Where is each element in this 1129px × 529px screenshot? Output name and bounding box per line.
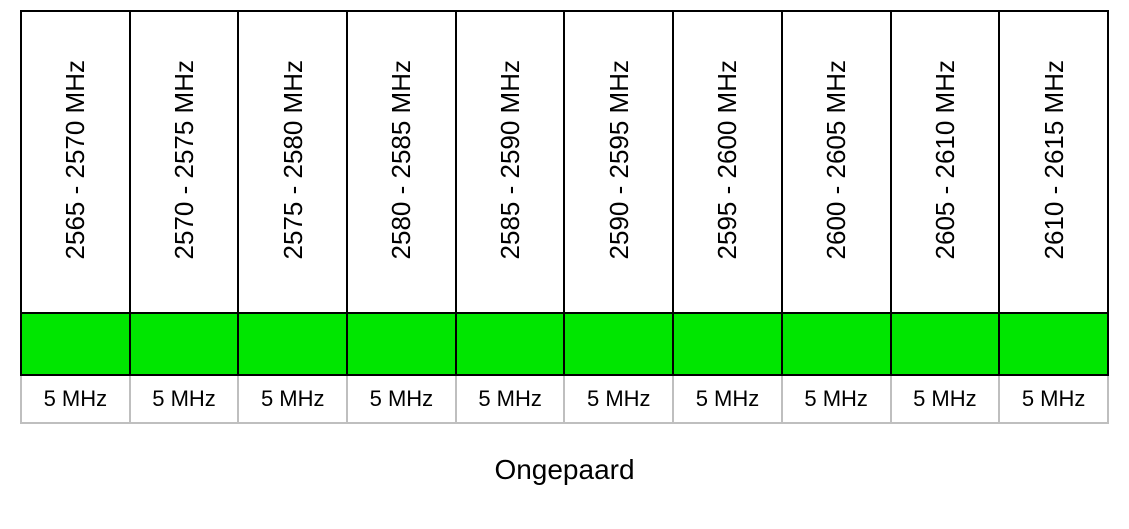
range-cell: 2605 - 2610 MHz [891, 11, 1000, 313]
color-cell [999, 313, 1108, 375]
range-label: 2595 - 2600 MHz [714, 60, 740, 259]
bandwidth-row: 5 MHz 5 MHz 5 MHz 5 MHz 5 MHz 5 MHz 5 MH… [21, 375, 1108, 423]
color-cell [564, 313, 673, 375]
range-label: 2610 - 2615 MHz [1041, 60, 1067, 259]
bandwidth-cell: 5 MHz [238, 375, 347, 423]
bandwidth-cell: 5 MHz [782, 375, 891, 423]
range-cell: 2570 - 2575 MHz [130, 11, 239, 313]
color-cell [673, 313, 782, 375]
bandwidth-cell: 5 MHz [347, 375, 456, 423]
bandwidth-cell: 5 MHz [130, 375, 239, 423]
color-row [21, 313, 1108, 375]
bandwidth-cell: 5 MHz [564, 375, 673, 423]
bandwidth-cell: 5 MHz [21, 375, 130, 423]
spectrum-table: 2565 - 2570 MHz 2570 - 2575 MHz 2575 - 2… [20, 10, 1109, 424]
bandwidth-cell: 5 MHz [456, 375, 565, 423]
bandwidth-cell: 5 MHz [673, 375, 782, 423]
color-cell [891, 313, 1000, 375]
range-label: 2565 - 2570 MHz [62, 60, 88, 259]
range-cell: 2565 - 2570 MHz [21, 11, 130, 313]
spectrum-chart: 2565 - 2570 MHz 2570 - 2575 MHz 2575 - 2… [0, 0, 1129, 506]
table-caption: Ongepaard [20, 454, 1109, 486]
range-row: 2565 - 2570 MHz 2570 - 2575 MHz 2575 - 2… [21, 11, 1108, 313]
range-cell: 2595 - 2600 MHz [673, 11, 782, 313]
range-label: 2575 - 2580 MHz [280, 60, 306, 259]
color-cell [238, 313, 347, 375]
color-cell [782, 313, 891, 375]
color-cell [347, 313, 456, 375]
color-cell [130, 313, 239, 375]
range-label: 2605 - 2610 MHz [932, 60, 958, 259]
color-cell [456, 313, 565, 375]
range-cell: 2580 - 2585 MHz [347, 11, 456, 313]
range-label: 2600 - 2605 MHz [823, 60, 849, 259]
bandwidth-cell: 5 MHz [999, 375, 1108, 423]
range-label: 2580 - 2585 MHz [388, 60, 414, 259]
range-cell: 2575 - 2580 MHz [238, 11, 347, 313]
range-label: 2590 - 2595 MHz [606, 60, 632, 259]
range-cell: 2610 - 2615 MHz [999, 11, 1108, 313]
range-label: 2585 - 2590 MHz [497, 60, 523, 259]
range-cell: 2600 - 2605 MHz [782, 11, 891, 313]
range-label: 2570 - 2575 MHz [171, 60, 197, 259]
range-cell: 2590 - 2595 MHz [564, 11, 673, 313]
range-cell: 2585 - 2590 MHz [456, 11, 565, 313]
color-cell [21, 313, 130, 375]
bandwidth-cell: 5 MHz [891, 375, 1000, 423]
